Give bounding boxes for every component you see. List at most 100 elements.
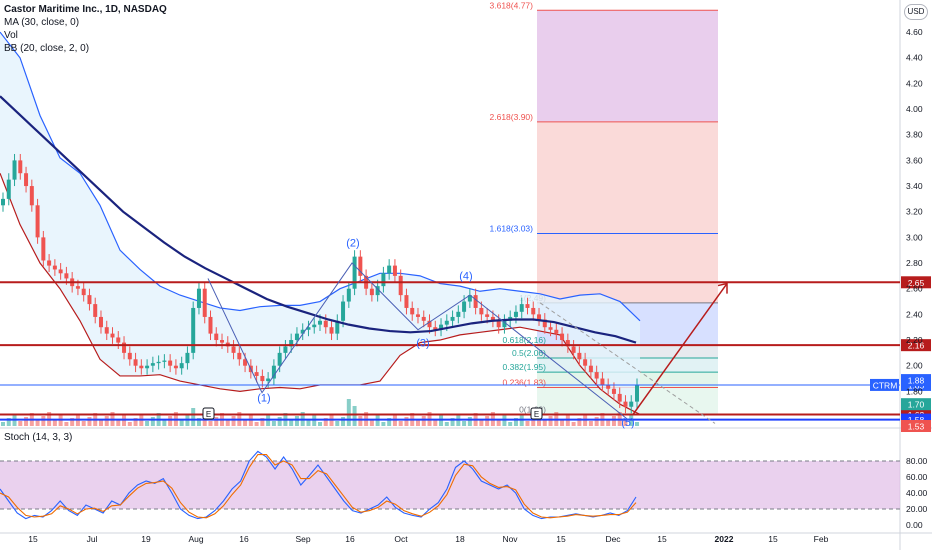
legend-bb[interactable]: BB (20, close, 2, 0) [4, 43, 90, 54]
candle-body [18, 160, 23, 174]
candle-body [104, 327, 109, 334]
candle-body [208, 316, 213, 334]
volume-bar [548, 416, 553, 426]
candle-body [266, 378, 271, 382]
candle-body [635, 384, 639, 402]
volume-bar [1, 422, 5, 426]
bb-fill [0, 32, 640, 415]
volume-bar [611, 416, 616, 426]
candle-body [29, 186, 34, 206]
volume-bar [168, 416, 173, 426]
volume-bar [52, 419, 57, 426]
candle-body [312, 324, 317, 328]
candle-body [352, 256, 357, 289]
candle-body [502, 320, 507, 328]
time-axis-tick: Sep [295, 534, 310, 544]
candle-body [41, 237, 46, 261]
candle-body [369, 288, 374, 296]
candle-body [554, 329, 559, 334]
legend-vol[interactable]: Vol [4, 30, 18, 41]
volume-bar [335, 421, 340, 426]
volume-bar [41, 416, 46, 426]
candle-body [220, 340, 225, 343]
volume-bar [577, 418, 582, 426]
volume-bar [162, 420, 167, 426]
earnings-marker-label: E [206, 410, 211, 419]
volume-bar [387, 418, 392, 426]
time-axis-tick: 15 [28, 534, 38, 544]
candle-body [133, 359, 138, 366]
wave-zigzag [207, 262, 629, 420]
candle-body [410, 307, 415, 315]
volume-bar [358, 416, 363, 426]
candle-body [12, 160, 17, 180]
candle-body [519, 304, 524, 312]
candle-body [462, 301, 467, 312]
candle-body [6, 179, 11, 199]
volume-bar [588, 421, 593, 426]
time-axis-tick: 15 [657, 534, 667, 544]
candle-body [456, 311, 461, 317]
volume-bar [485, 416, 490, 426]
volume-bar [467, 417, 472, 426]
fib-level-label: 2.618(3.90) [490, 112, 534, 122]
candle-body [254, 372, 259, 376]
candle-body [64, 273, 69, 279]
stoch-d-line [0, 454, 637, 519]
price-badge [901, 374, 931, 387]
candle-body [548, 327, 553, 330]
volume-bar [450, 418, 455, 426]
legend-ma[interactable]: MA (30, close, 0) [4, 17, 80, 28]
candle-body [427, 320, 432, 328]
candle-body [433, 327, 438, 330]
volume-bar [87, 417, 92, 426]
volume-bar [260, 418, 265, 426]
candle-body [606, 384, 611, 389]
price-badge [901, 339, 931, 352]
volume-bar [606, 420, 611, 426]
fib-level-label: 0.5(2.06) [512, 348, 546, 358]
time-axis-tick: Aug [188, 534, 203, 544]
candle-body [289, 340, 294, 347]
volume-bar [145, 421, 150, 426]
projection-arrow [632, 283, 728, 415]
price-axis-tick: 2.40 [906, 309, 923, 319]
candle-body [1, 198, 5, 206]
volume-bar [479, 420, 484, 426]
candle-body [196, 288, 201, 308]
candle-body [75, 286, 80, 289]
time-axis-tick: 16 [239, 534, 249, 544]
candle-body [421, 316, 426, 321]
volume-bar [444, 422, 449, 426]
price-badge [901, 420, 931, 432]
stoch-band-fill [0, 461, 900, 509]
currency-button[interactable]: USD [904, 4, 928, 20]
earnings-marker [530, 407, 543, 420]
candle-body [577, 352, 582, 360]
candle-body [185, 352, 190, 364]
candle-body [381, 273, 386, 287]
candle-body [231, 346, 236, 353]
symbol-badge [870, 378, 899, 391]
candle-body [404, 295, 409, 308]
candle-body [294, 333, 299, 341]
candle-body [323, 320, 328, 328]
ma30-line [0, 95, 637, 344]
fib-level-label: 3.618(4.77) [490, 0, 534, 10]
candle-body [594, 372, 599, 379]
candle-body [479, 307, 484, 315]
volume-bar [214, 417, 219, 426]
volume-bar [323, 418, 328, 426]
price-badge [901, 398, 931, 411]
price-axis-tick: 3.60 [906, 155, 923, 165]
projection-arrowhead [717, 282, 728, 294]
time-axis-tick: 2022 [715, 534, 734, 544]
price-axis-tick: 4.20 [906, 78, 923, 88]
candle-body [600, 378, 605, 385]
candle-body [335, 320, 340, 334]
volume-bar [196, 418, 201, 426]
price-badge-value: 1.70 [908, 400, 925, 410]
time-axis-tick: 15 [768, 534, 778, 544]
candle-body [300, 329, 305, 334]
